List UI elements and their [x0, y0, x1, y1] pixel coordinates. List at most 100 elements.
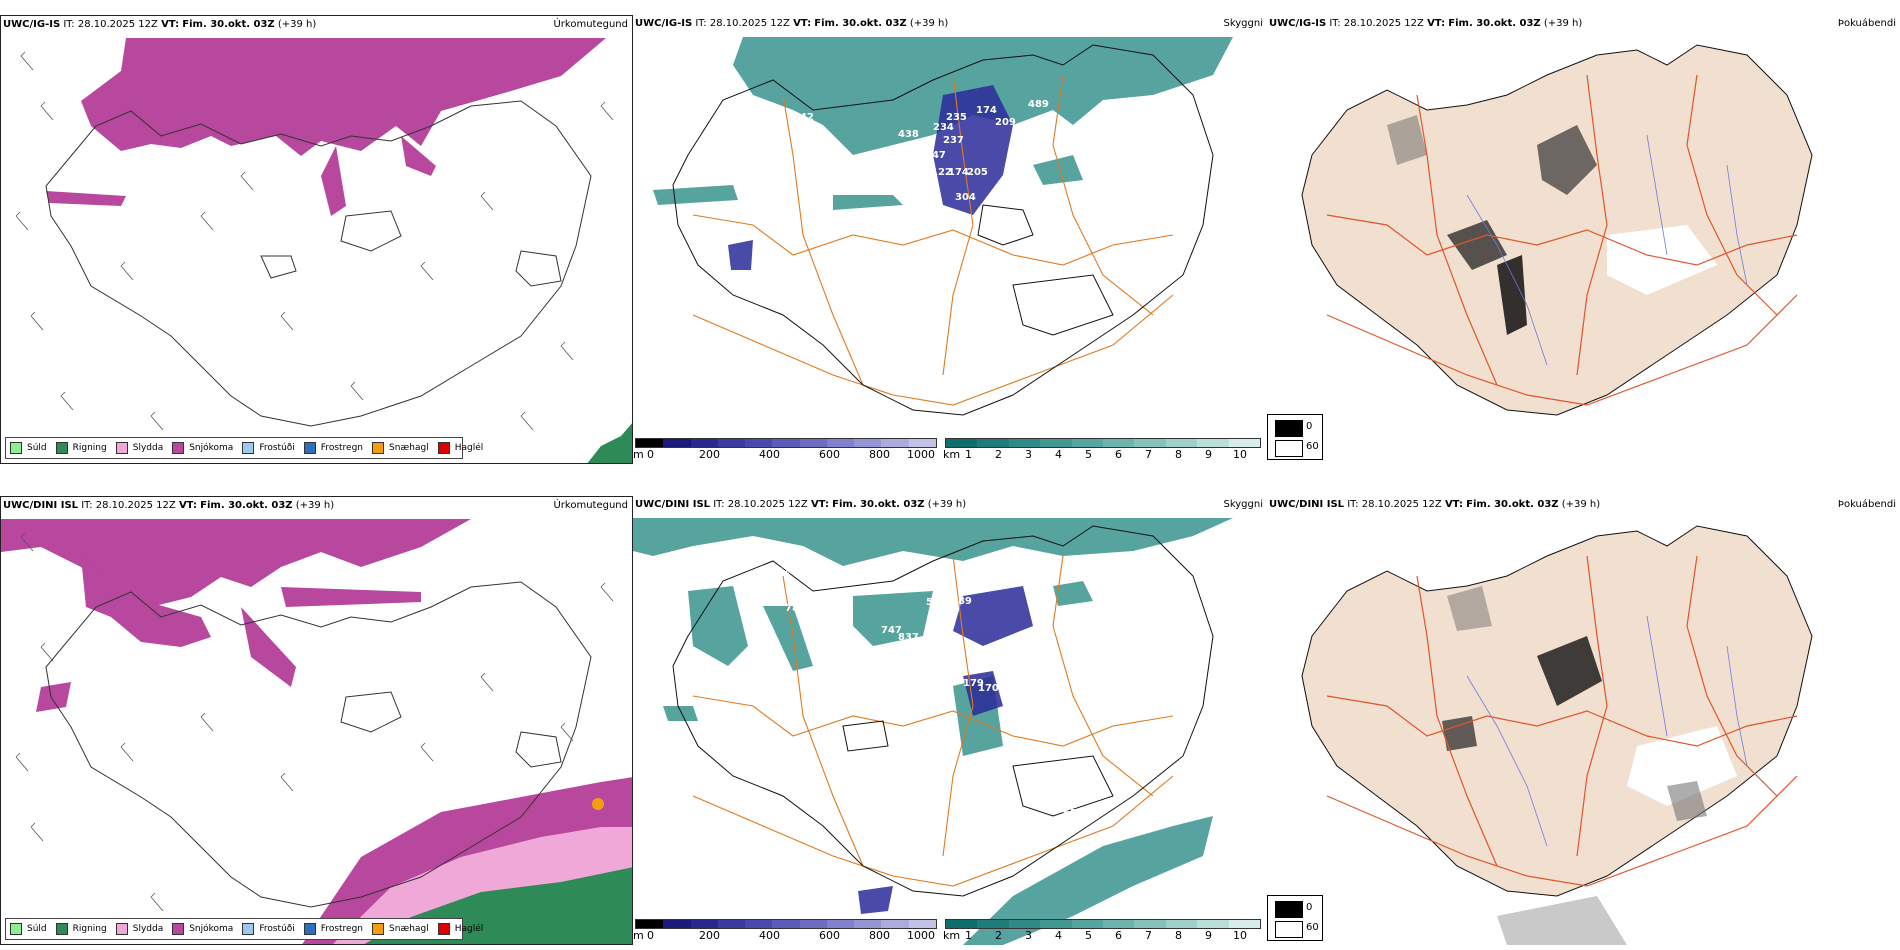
map-label: 147 [925, 150, 946, 161]
legend-swatch [115, 442, 128, 454]
fog-swatch-white [1275, 921, 1303, 938]
rivers [1466, 134, 1748, 366]
visibility-tick: 2 [995, 448, 1002, 461]
legend-swatch [437, 923, 450, 935]
map-label: 237 [943, 135, 964, 146]
fog-swatch-black [1275, 420, 1303, 437]
ceiling-unit: m [633, 929, 644, 942]
legend-swatch [172, 442, 185, 454]
ceiling-color-step [636, 920, 664, 928]
map-label: 170 [978, 683, 999, 694]
legend-swatch [242, 923, 255, 935]
ceiling-color-step [745, 439, 773, 447]
fog-map-top [1301, 44, 1813, 416]
map-label: 220 [776, 566, 797, 577]
map-label: 205 [967, 167, 988, 178]
legend-swatch [303, 923, 316, 935]
panel-header: UWC/IG-IS IT: 28.10.2025 12Z VT: Fim. 30… [1269, 18, 1582, 29]
legend-swatch [372, 442, 385, 454]
legend-label: Rigning [72, 443, 107, 453]
fog-patches [1442, 586, 1737, 945]
ceiling-tick: 400 [759, 929, 780, 942]
field-name-visibility: Skyggni [1223, 18, 1263, 29]
wind-barbs [15, 532, 614, 912]
legend-item: Snæhagl [372, 923, 429, 935]
map-label: 554 [926, 597, 947, 608]
legend-label: Haglél [454, 443, 484, 453]
roads [1326, 555, 1798, 887]
ceiling-color-step [663, 439, 691, 447]
ceiling-tick: 200 [699, 448, 720, 461]
coastline [45, 100, 592, 427]
map-label: 235 [946, 112, 967, 123]
visibility-color-step [1228, 439, 1261, 447]
it-label: IT: [713, 499, 725, 510]
fog-label-60: 60 [1306, 922, 1319, 933]
ceiling-tick: 0 [647, 929, 654, 942]
legend-label: Snæhagl [389, 924, 429, 934]
visibility-colorbar-strip [945, 438, 1261, 448]
visibility-tick: 1 [965, 929, 972, 942]
model-name: UWC/DINI ISL [635, 499, 711, 510]
legend-label: Frostúði [259, 443, 295, 453]
field-name-fog: Þokuábendi [1837, 18, 1896, 29]
vt-value: Fim. 30.okt. 03Z [814, 18, 907, 29]
legend-item: Frostúði [242, 442, 295, 454]
legend-item: Rigning [55, 442, 107, 454]
precip-map-bottom [1, 519, 632, 944]
vt-label: VT: [178, 500, 197, 511]
visibility-color-step [1197, 920, 1229, 928]
legend-item: Haglél [437, 923, 484, 935]
legend-label: Rigning [72, 924, 107, 934]
ceiling-color-step [908, 439, 936, 447]
ceiling-color-step [772, 920, 800, 928]
it-label: IT: [695, 18, 707, 29]
ceiling-colorbar-strip [635, 919, 937, 929]
fog-patches [1387, 115, 1717, 335]
legend-label: Snjókoma [189, 924, 234, 934]
ceiling-tick: 800 [869, 448, 890, 461]
lead-time: (+39 h) [1543, 18, 1583, 29]
model-name: UWC/IG-IS [3, 19, 61, 30]
visibility-unit: km [943, 929, 961, 942]
legend-label: Haglél [454, 924, 484, 934]
visibility-color-step [977, 920, 1009, 928]
visibility-color-step [1008, 920, 1041, 928]
panel-header: UWC/IG-IS IT: 28.10.2025 12Z VT: Fim. 30… [635, 18, 948, 29]
map-label: 174 [948, 167, 969, 178]
visibility-tick: 8 [1175, 448, 1182, 461]
roads [692, 74, 1174, 406]
visibility-color-step [1228, 920, 1261, 928]
precip-map-top [15, 38, 632, 463]
legend-swatch [115, 923, 128, 935]
legend-item: Snæhagl [372, 442, 429, 454]
map-label: 942 [793, 112, 814, 123]
vt-label: VT: [1444, 499, 1463, 510]
vt-value: Fim. 30.okt. 03Z [1466, 499, 1559, 510]
model-name: UWC/DINI ISL [3, 500, 79, 511]
land-fill [1301, 44, 1813, 416]
ceiling-color-step [881, 439, 909, 447]
ceiling-color-step [826, 920, 855, 928]
map-label: 630 [1063, 808, 1084, 819]
legend-label: Snæhagl [389, 443, 429, 453]
ceiling-color-step [881, 920, 909, 928]
legend-item: Haglél [437, 442, 484, 454]
visibility-tick: 5 [1085, 448, 1092, 461]
visibility-tick: 10 [1233, 448, 1247, 461]
fog-label-60: 60 [1306, 441, 1319, 452]
rivers [1466, 615, 1748, 847]
legend-swatch [242, 442, 255, 454]
map-label: 209 [995, 117, 1016, 128]
ceiling-color-step [717, 439, 746, 447]
visibility-tick: 7 [1145, 929, 1152, 942]
visibility-tick: 1 [965, 448, 972, 461]
visibility-color-step [1165, 439, 1198, 447]
legend-swatch [172, 923, 185, 935]
model-name: UWC/IG-IS [635, 18, 693, 29]
it-value: 28.10.2025 12Z [95, 500, 176, 511]
visibility-color-step [1040, 439, 1072, 447]
visibility-tick: 3 [1025, 929, 1032, 942]
fog-label-0: 0 [1306, 421, 1313, 432]
map-label: 837 [898, 632, 919, 643]
